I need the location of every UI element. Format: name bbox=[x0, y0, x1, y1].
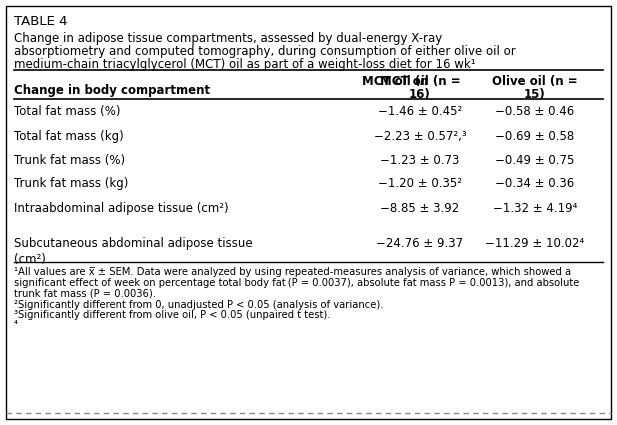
Text: significant effect of week on percentage total body fat (P = 0.0037), absolute f: significant effect of week on percentage… bbox=[14, 278, 579, 287]
Text: Total fat mass (kg): Total fat mass (kg) bbox=[14, 130, 124, 143]
Text: −24.76 ± 9.37: −24.76 ± 9.37 bbox=[376, 237, 463, 250]
Text: Change in body compartment: Change in body compartment bbox=[14, 84, 210, 97]
Text: −1.32 ± 4.19⁴: −1.32 ± 4.19⁴ bbox=[493, 202, 577, 215]
Text: ²Significantly different from 0, unadjusted P < 0.05 (analysis of variance).: ²Significantly different from 0, unadjus… bbox=[14, 300, 384, 309]
Text: TABLE 4: TABLE 4 bbox=[14, 15, 67, 28]
Text: Trunk fat mass (%): Trunk fat mass (%) bbox=[14, 154, 125, 167]
Text: 15): 15) bbox=[524, 88, 546, 101]
Text: −1.23 ± 0.73: −1.23 ± 0.73 bbox=[380, 154, 460, 167]
Text: −1.20 ± 0.35²: −1.20 ± 0.35² bbox=[378, 177, 462, 190]
Text: −8.85 ± 3.92: −8.85 ± 3.92 bbox=[380, 202, 460, 215]
Text: Olive oil (n =: Olive oil (n = bbox=[492, 75, 578, 88]
Text: MCT oil (: MCT oil ( bbox=[362, 75, 420, 88]
Text: trunk fat mass (P = 0.0036).: trunk fat mass (P = 0.0036). bbox=[14, 288, 156, 298]
Text: −1.46 ± 0.45²: −1.46 ± 0.45² bbox=[378, 105, 462, 118]
Text: Change in adipose tissue compartments, assessed by dual-energy X-ray: Change in adipose tissue compartments, a… bbox=[14, 32, 442, 45]
Text: Intraabdominal adipose tissue (cm²): Intraabdominal adipose tissue (cm²) bbox=[14, 202, 229, 215]
Text: ³Significantly different from olive oil, P < 0.05 (unpaired t test).: ³Significantly different from olive oil,… bbox=[14, 310, 331, 320]
Text: Trunk fat mass (kg): Trunk fat mass (kg) bbox=[14, 177, 128, 190]
Text: ⁴: ⁴ bbox=[14, 320, 18, 331]
Text: Total fat mass (%): Total fat mass (%) bbox=[14, 105, 120, 118]
Text: −0.58 ± 0.46: −0.58 ± 0.46 bbox=[495, 105, 574, 118]
Text: −0.49 ± 0.75: −0.49 ± 0.75 bbox=[495, 154, 574, 167]
Text: −11.29 ± 10.02⁴: −11.29 ± 10.02⁴ bbox=[486, 237, 585, 250]
Text: absorptiometry and computed tomography, during consumption of either olive oil o: absorptiometry and computed tomography, … bbox=[14, 45, 516, 58]
Text: −0.69 ± 0.58: −0.69 ± 0.58 bbox=[495, 130, 574, 143]
Text: n: n bbox=[420, 75, 428, 88]
Text: Subcutaneous abdominal adipose tissue
(cm²): Subcutaneous abdominal adipose tissue (c… bbox=[14, 237, 252, 266]
Text: −0.34 ± 0.36: −0.34 ± 0.36 bbox=[495, 177, 574, 190]
Text: 16): 16) bbox=[409, 88, 431, 101]
Text: medium-chain triacylglycerol (MCT) oil as part of a weight-loss diet for 16 wk¹: medium-chain triacylglycerol (MCT) oil a… bbox=[14, 58, 476, 71]
Text: −2.23 ± 0.57²,³: −2.23 ± 0.57²,³ bbox=[374, 130, 466, 143]
Text: MCT oil (n =: MCT oil (n = bbox=[379, 75, 460, 88]
Text: ¹All values are x̅ ± SEM. Data were analyzed by using repeated-measures analysis: ¹All values are x̅ ± SEM. Data were anal… bbox=[14, 267, 571, 277]
